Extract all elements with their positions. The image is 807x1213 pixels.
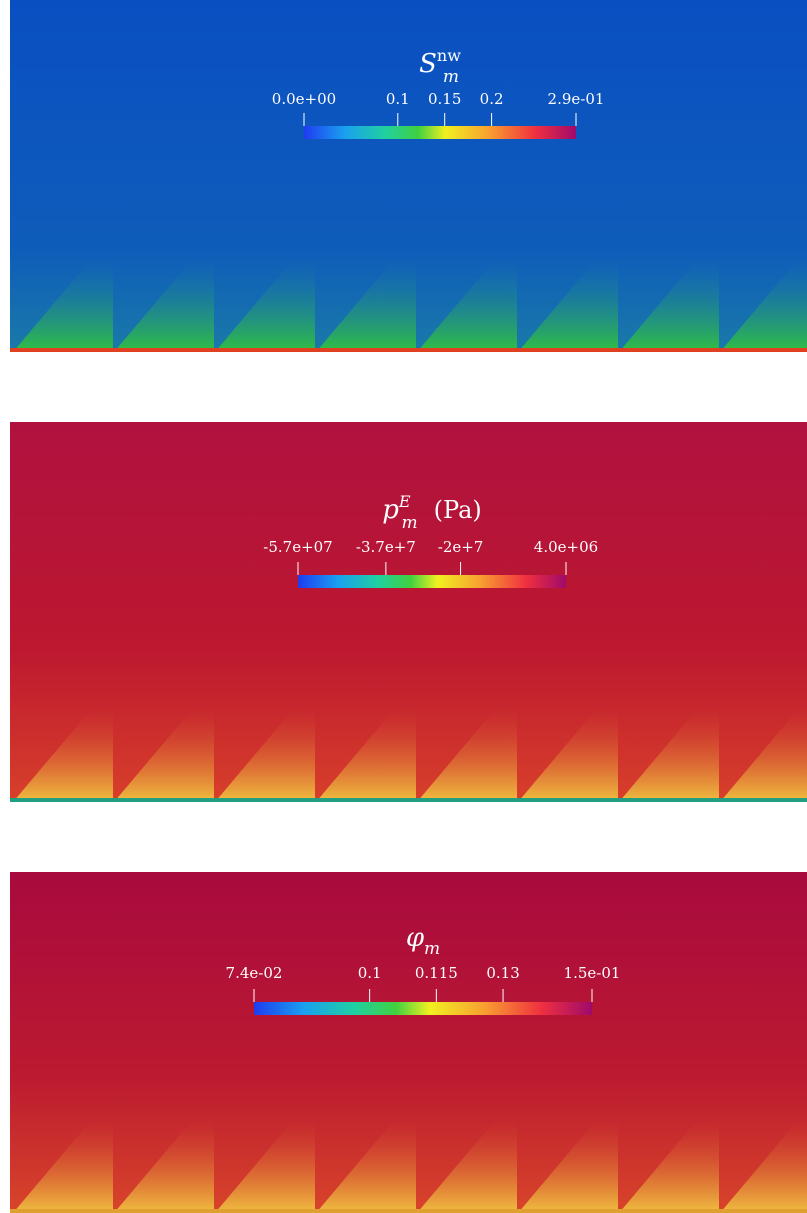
field-wedge: [518, 1118, 618, 1213]
field-wedge: [114, 1118, 214, 1213]
field-wedge: [114, 257, 214, 352]
colorbar-tick-label: 0.1: [386, 90, 410, 108]
colorbar: [254, 1002, 592, 1015]
field-boundary: [10, 1209, 807, 1213]
title-part: m: [443, 67, 459, 87]
field-wedge: [316, 707, 416, 802]
field-wedge: [13, 257, 113, 352]
title-part: m: [402, 513, 418, 533]
colorbar: [304, 126, 576, 139]
colorbar-title: φm: [406, 923, 440, 959]
field-wedge: [215, 1118, 315, 1213]
colorbar-tick-label: 0.15: [428, 90, 461, 108]
field-wedge: [518, 707, 618, 802]
field-wedge: [215, 707, 315, 802]
field-wedge: [114, 707, 214, 802]
title-part: φ: [406, 923, 425, 953]
field-wedge: [619, 707, 719, 802]
title-part: nw: [437, 46, 461, 65]
colorbar-tick-label: -3.7e+7: [356, 538, 416, 556]
title-part: E: [398, 492, 411, 511]
colorbar-title: Snw m: [419, 46, 461, 87]
panel: φm 7.4e-02 0.1 0.115 0.13 1.5e-01: [10, 872, 807, 1213]
field-wedge: [720, 1118, 807, 1213]
field-wedge: [619, 1118, 719, 1213]
title-part: p: [382, 495, 399, 525]
field-wedge: [518, 257, 618, 352]
title-part: m: [424, 939, 440, 959]
colorbar-tick-label: 0.1: [358, 964, 382, 982]
field-wedge: [13, 707, 113, 802]
field-wedge: [417, 707, 517, 802]
field-wedge: [13, 1118, 113, 1213]
field-wedge: [720, 707, 807, 802]
colorbar-tick-label: -2e+7: [438, 538, 484, 556]
colorbar-tick-label: 7.4e-02: [226, 964, 283, 982]
panel: Snw m 0.0e+00 0.1 0.15 0.2 2.9e-01: [10, 0, 807, 352]
colorbar-tick-label: 0.0e+00: [272, 90, 336, 108]
field-wedge: [417, 1118, 517, 1213]
colorbar-tick-label: 1.5e-01: [564, 964, 621, 982]
panel: pE m (Pa) -5.7e+07 -3.7e+7 -2e+7 4.0e+06: [10, 422, 807, 802]
colorbar-tick-label: 0.2: [480, 90, 504, 108]
title-part: S: [419, 49, 437, 79]
colorbar-tick-label: -5.7e+07: [263, 538, 332, 556]
field-wedge: [316, 257, 416, 352]
title-part: (Pa): [434, 496, 482, 524]
field-wedge: [417, 257, 517, 352]
colorbar-tick-label: 0.13: [486, 964, 519, 982]
field-wedge: [316, 1118, 416, 1213]
colorbar: [298, 575, 566, 588]
colorbar-title: pE m (Pa): [382, 492, 482, 533]
colorbar-tick-label: 0.115: [415, 964, 458, 982]
field-wedge: [215, 257, 315, 352]
field-boundary: [10, 348, 807, 352]
field-wedge: [619, 257, 719, 352]
colorbar-tick-label: 2.9e-01: [548, 90, 605, 108]
field-wedge: [720, 257, 807, 352]
colorbar-tick-label: 4.0e+06: [534, 538, 598, 556]
field-boundary: [10, 798, 807, 802]
